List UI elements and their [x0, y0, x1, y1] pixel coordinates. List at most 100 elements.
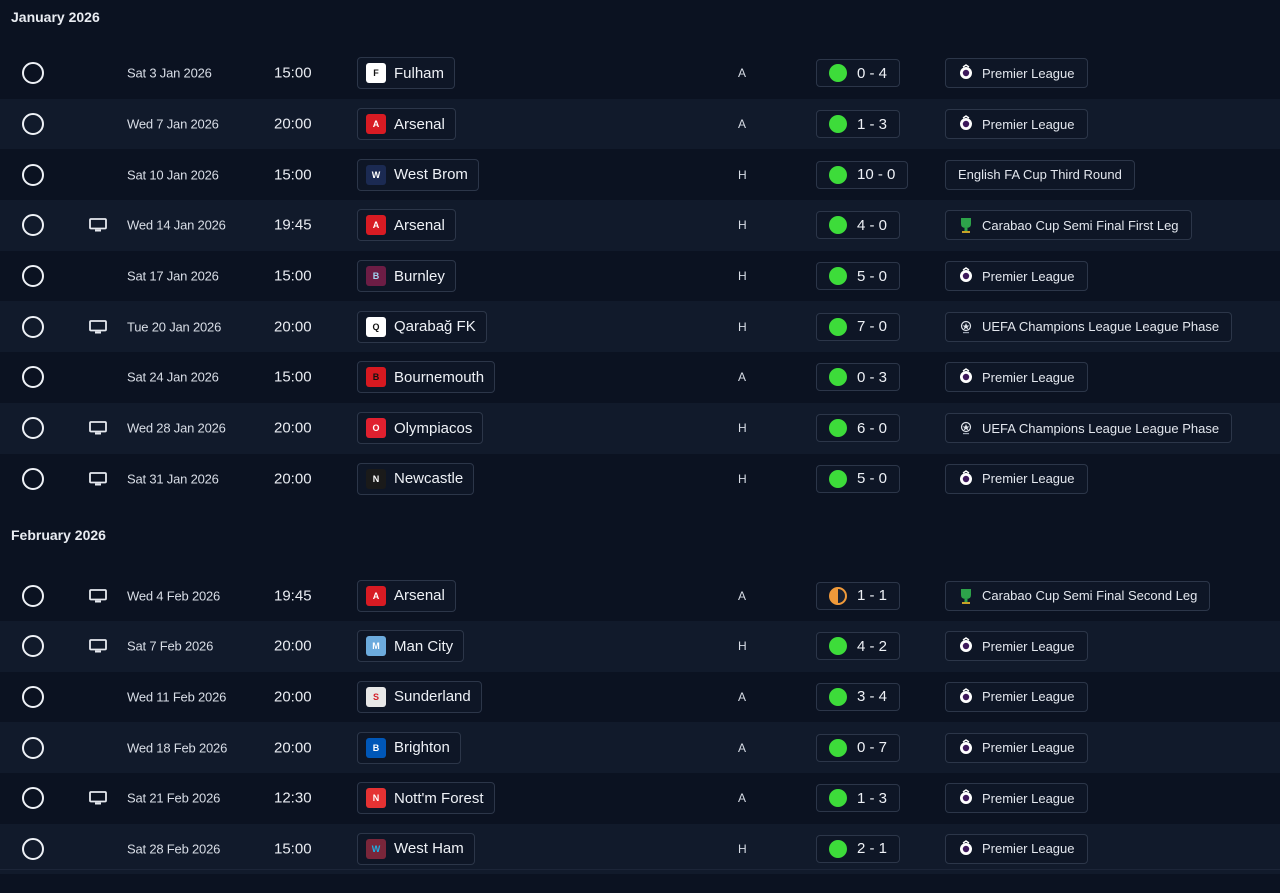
fixture-row[interactable]: Wed 18 Feb 2026 20:00 B Brighton A 0 - 7 Premi…: [0, 722, 1280, 773]
competition-button[interactable]: Carabao Cup Semi Final First Leg: [945, 210, 1192, 241]
fixture-row[interactable]: Tue 20 Jan 2026 20:00 Q Qarabağ FK H 7 - 0 UEF…: [0, 301, 1280, 353]
opponent-button[interactable]: S Sunderland: [357, 680, 482, 713]
result-button[interactable]: 0 - 7: [816, 733, 901, 762]
result-button[interactable]: 6 - 0: [816, 414, 901, 443]
select-radio[interactable]: [22, 837, 44, 860]
fixture-date: Sat 17 Jan 2026: [127, 268, 219, 284]
result-button[interactable]: 1 - 1: [816, 581, 901, 610]
select-radio[interactable]: [22, 315, 44, 338]
fixture-row[interactable]: Sat 24 Jan 2026 15:00 B Bournemouth A 0 - 3 Pr…: [0, 352, 1280, 403]
premier-league-icon: [958, 267, 974, 285]
select-radio[interactable]: [22, 736, 44, 759]
result-button[interactable]: 10 - 0: [816, 160, 909, 189]
competition-button[interactable]: Premier League: [945, 732, 1088, 763]
score: 6 - 0: [857, 419, 888, 437]
fixture-row[interactable]: Sat 28 Feb 2026 15:00 W West Ham H 2 - 1 Premi…: [0, 823, 1280, 875]
fixture-row[interactable]: Wed 11 Feb 2026 20:00 S Sunderland A 3 - 4 Pre…: [0, 671, 1280, 723]
champions-league-icon: [958, 318, 974, 336]
competition-button[interactable]: Premier League: [945, 58, 1088, 89]
fixture-time: 15:00: [274, 368, 312, 386]
competition-button[interactable]: English FA Cup Third Round: [945, 159, 1135, 190]
opponent-button[interactable]: B Brighton: [357, 731, 461, 764]
opponent-button[interactable]: A Arsenal: [357, 209, 456, 242]
competition-name: Premier League: [982, 638, 1075, 654]
opponent-button[interactable]: F Fulham: [357, 57, 456, 90]
fixture-row[interactable]: Sat 7 Feb 2026 20:00 M Man City H 4 - 2 Premie…: [0, 620, 1280, 672]
competition-button[interactable]: Premier League: [945, 109, 1088, 140]
competition-button[interactable]: Premier League: [945, 463, 1088, 494]
result-button[interactable]: 0 - 4: [816, 59, 901, 88]
result-button[interactable]: 0 - 3: [816, 363, 901, 392]
fixture-row[interactable]: Sat 31 Jan 2026 20:00 N Newcastle H 5 - 0 Prem…: [0, 453, 1280, 505]
opponent-button[interactable]: W West Brom: [357, 158, 479, 191]
west-brom-crest-icon: W: [366, 164, 386, 185]
select-radio[interactable]: [22, 113, 44, 136]
fixture-row[interactable]: Sat 17 Jan 2026 15:00 B Burnley H 5 - 0 Premie…: [0, 250, 1280, 302]
result-button[interactable]: 1 - 3: [816, 110, 901, 139]
result-button[interactable]: 3 - 4: [816, 682, 901, 711]
score: 5 - 0: [857, 470, 888, 488]
result-button[interactable]: 2 - 1: [816, 834, 901, 863]
fixture-row[interactable]: Wed 4 Feb 2026 19:45 A Arsenal A 1 - 1 Carabao…: [0, 570, 1280, 621]
win-indicator-icon: [829, 216, 847, 235]
opponent-button[interactable]: N Nott'm Forest: [357, 782, 495, 815]
opponent-button[interactable]: M Man City: [357, 630, 465, 663]
opponent-name: Qarabağ FK: [394, 318, 476, 336]
venue-label: H: [738, 841, 747, 856]
fixture-row[interactable]: Sat 21 Feb 2026 12:30 N Nott'm Forest A 1 - 3…: [0, 772, 1280, 824]
opponent-button[interactable]: W West Ham: [357, 832, 475, 865]
competition-button[interactable]: UEFA Champions League League Phase: [945, 413, 1233, 444]
fixture-time: 20:00: [274, 115, 312, 133]
venue-label: H: [738, 471, 747, 486]
select-radio[interactable]: [22, 214, 44, 237]
opponent-button[interactable]: B Bournemouth: [357, 361, 496, 394]
opponent-button[interactable]: A Arsenal: [357, 108, 456, 141]
venue-label: H: [738, 218, 747, 233]
fixture-row[interactable]: Wed 14 Jan 2026 19:45 A Arsenal H 4 - 0 Caraba…: [0, 200, 1280, 251]
fixture-row[interactable]: Wed 7 Jan 2026 20:00 A Arsenal A 1 - 3 Premier…: [0, 98, 1280, 150]
select-radio[interactable]: [22, 635, 44, 658]
opponent-button[interactable]: Q Qarabağ FK: [357, 310, 487, 343]
fixture-date: Wed 4 Feb 2026: [127, 588, 221, 604]
competition-button[interactable]: Premier League: [945, 362, 1088, 393]
competition-button[interactable]: Premier League: [945, 631, 1088, 662]
competition-button[interactable]: Premier League: [945, 833, 1088, 864]
competition-button[interactable]: Premier League: [945, 681, 1088, 712]
opponent-button[interactable]: A Arsenal: [357, 579, 456, 612]
opponent-button[interactable]: N Newcastle: [357, 462, 475, 495]
score: 1 - 3: [857, 115, 888, 133]
opponent-button[interactable]: O Olympiacos: [357, 412, 484, 445]
result-button[interactable]: 5 - 0: [816, 262, 901, 291]
select-radio[interactable]: [22, 467, 44, 490]
result-button[interactable]: 7 - 0: [816, 312, 901, 341]
carabao-cup-icon: [958, 216, 974, 234]
competition-button[interactable]: Carabao Cup Semi Final Second Leg: [945, 580, 1211, 611]
competition-button[interactable]: Premier League: [945, 261, 1088, 292]
opponent-name: Arsenal: [394, 587, 445, 605]
fixture-row[interactable]: Sat 3 Jan 2026 15:00 F Fulham A 0 - 4 Premier …: [0, 48, 1280, 99]
select-radio[interactable]: [22, 584, 44, 607]
result-button[interactable]: 5 - 0: [816, 464, 901, 493]
competition-button[interactable]: Premier League: [945, 783, 1088, 814]
fixture-time: 20:00: [274, 470, 312, 488]
fixture-date: Sat 21 Feb 2026: [127, 790, 221, 806]
premier-league-icon: [958, 115, 974, 133]
select-radio[interactable]: [22, 366, 44, 389]
select-radio[interactable]: [22, 787, 44, 810]
score: 0 - 3: [857, 368, 888, 386]
fixture-row[interactable]: Sat 10 Jan 2026 15:00 W West Brom H 10 - 0 Eng…: [0, 149, 1280, 201]
win-indicator-icon: [829, 637, 847, 656]
select-radio[interactable]: [22, 265, 44, 288]
result-button[interactable]: 1 - 3: [816, 784, 901, 813]
newcastle-crest-icon: N: [366, 468, 386, 489]
result-button[interactable]: 4 - 2: [816, 632, 901, 661]
select-radio[interactable]: [22, 417, 44, 440]
venue-label: A: [738, 66, 747, 81]
select-radio[interactable]: [22, 163, 44, 186]
competition-button[interactable]: UEFA Champions League League Phase: [945, 311, 1233, 342]
select-radio[interactable]: [22, 685, 44, 708]
result-button[interactable]: 4 - 0: [816, 211, 901, 240]
opponent-button[interactable]: B Burnley: [357, 260, 456, 293]
select-radio[interactable]: [22, 62, 44, 85]
fixture-row[interactable]: Wed 28 Jan 2026 20:00 O Olympiacos H 6 - 0 UEF…: [0, 402, 1280, 454]
